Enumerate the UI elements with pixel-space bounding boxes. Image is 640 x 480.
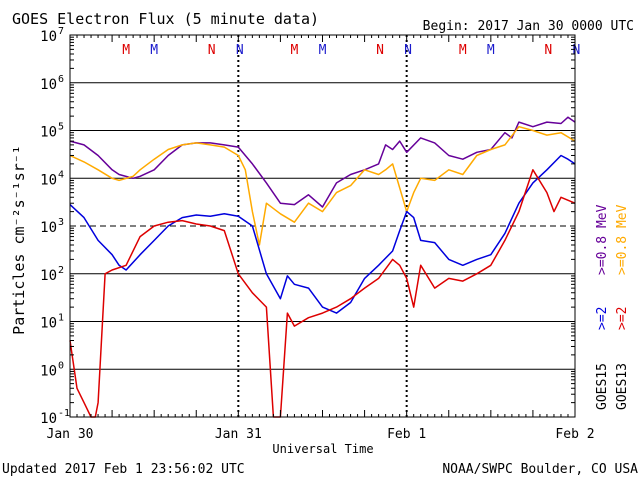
mn-marker: M (150, 43, 158, 58)
mn-marker: N (572, 43, 580, 58)
source-credit: NOAA/SWPC Boulder, CO USA (442, 462, 638, 477)
legend-goes15-e08: >=0.8 MeV (595, 204, 610, 275)
y-tick-exponent: 1 (58, 313, 64, 324)
mn-marker: N (208, 43, 216, 58)
updated-timestamp: Updated 2017 Feb 1 23:56:02 UTC (2, 462, 245, 477)
y-tick-label: 10 (40, 220, 57, 236)
series-line (69, 154, 576, 314)
y-tick-label: 10 (40, 316, 57, 332)
y-tick-exponent: 2 (58, 265, 64, 276)
mn-marker: N (404, 43, 412, 58)
chart-title: GOES Electron Flux (5 minute data) (12, 10, 319, 28)
x-axis-label: Universal Time (272, 442, 373, 456)
x-tick-label: Feb 2 (555, 427, 594, 442)
series-line (69, 116, 576, 208)
y-tick-label: 10 (40, 172, 57, 188)
begin-label: Begin: 2017 Jan 30 0000 UTC (423, 19, 634, 34)
mn-marker: N (236, 43, 244, 58)
series-line (69, 169, 576, 418)
y-tick-exponent: 4 (58, 169, 64, 180)
x-tick-label: Feb 1 (387, 427, 426, 442)
legend-goes13-e08: >=0.8 MeV (615, 204, 630, 275)
y-tick-exponent: 7 (58, 26, 64, 37)
mn-marker: N (376, 43, 384, 58)
data-series (69, 116, 576, 418)
y-tick-label: 10 (40, 29, 57, 45)
y-tick-exponent: 5 (58, 122, 64, 133)
y-tick-label: 10 (40, 77, 57, 93)
y-tick-label: 10 (40, 268, 57, 284)
y-axis-label: Particles cm⁻²s⁻¹sr⁻¹ (10, 145, 28, 335)
x-tick-label: Jan 30 (47, 427, 94, 442)
y-tick-label: 10 (40, 363, 57, 379)
mn-marker: M (319, 43, 327, 58)
y-tick-exponent: 6 (58, 74, 64, 85)
mn-marker: M (122, 43, 130, 58)
legend-goes15-label: GOES15 (595, 363, 610, 410)
legend: >=0.8 MeV >=0.8 MeV >=2 >=2 GOES15 GOES1… (595, 204, 630, 410)
legend-goes13-label: GOES13 (615, 363, 630, 410)
y-tick-exponent: -1 (58, 408, 70, 419)
series-line (69, 125, 576, 246)
legend-goes15-e2: >=2 (595, 307, 610, 330)
legend-goes13-e2: >=2 (615, 307, 630, 330)
day-divider-lines (237, 35, 408, 417)
mn-marker: N (544, 43, 552, 58)
y-tick-label: 10 (40, 411, 57, 427)
x-axis-ticks: Jan 30 Jan 31 Feb 1 Feb 2 (47, 35, 595, 442)
mn-marker: M (459, 43, 467, 58)
y-tick-exponent: 3 (58, 217, 64, 228)
gridlines (70, 82, 575, 370)
y-tick-label: 10 (40, 125, 57, 141)
x-tick-label: Jan 31 (215, 427, 262, 442)
y-tick-exponent: 0 (58, 360, 64, 371)
mn-marker: M (291, 43, 299, 58)
mn-marker: M (487, 43, 495, 58)
